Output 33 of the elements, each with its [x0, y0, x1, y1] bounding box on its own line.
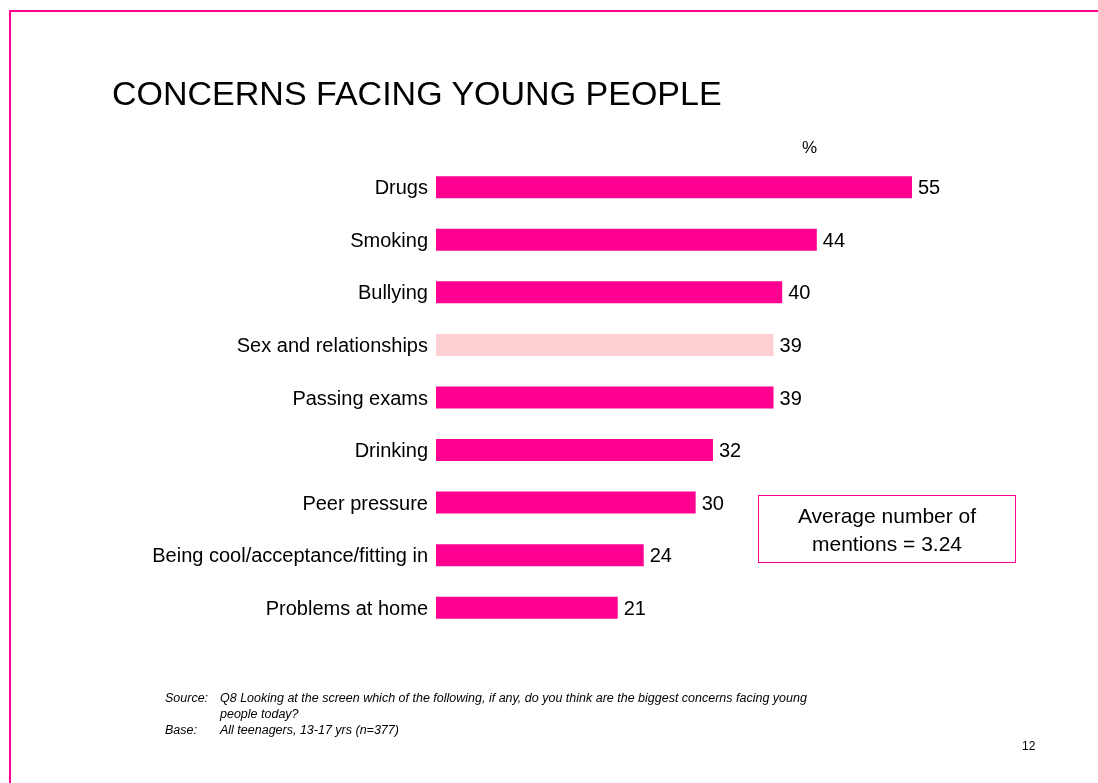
text: 12: [1022, 739, 1036, 753]
y-tick-label: Sex and relationships: [236, 334, 428, 357]
data-label: 32: [718, 439, 742, 462]
bar: [436, 544, 644, 567]
y-tick-label: Problems at home: [265, 596, 428, 619]
bar: [436, 281, 783, 304]
y-tick-label: Smoking: [350, 228, 428, 251]
bar: [436, 386, 774, 409]
data-label: 44: [822, 228, 846, 251]
data-label: 39: [779, 334, 802, 357]
bar: [436, 439, 713, 462]
bar: [436, 228, 817, 251]
data-label: 39: [779, 386, 802, 409]
source-note: Source: Q8 Looking at the screen which of the following, if any, do you think are the biggest concerns facing young people today?: [165, 690, 808, 722]
data-label: 40: [788, 281, 811, 304]
bar: [436, 491, 696, 514]
y-tick-label: Being cool/acceptance/fitting in: [152, 544, 428, 567]
text: Base: All teenagers, 13-17 yrs (n=377): [165, 723, 399, 737]
data-label: 24: [649, 544, 672, 567]
data-label: 30: [701, 491, 724, 514]
annotation: Average number of mentions = 3.24: [758, 495, 1016, 563]
y-tick-label: Drinking: [354, 439, 428, 462]
chart-title: CONCERNS FACING YOUNG PEOPLE: [112, 74, 722, 113]
x-axis-title: %: [802, 138, 818, 158]
y-tick-label: Passing exams: [292, 386, 428, 409]
data-label: 55: [918, 176, 941, 199]
bar: [436, 176, 912, 199]
data-label: 21: [623, 596, 646, 619]
bar: [436, 333, 774, 356]
y-tick-label: Peer pressure: [302, 491, 428, 514]
y-tick-label: Bullying: [357, 281, 428, 304]
bar: [436, 596, 618, 619]
y-tick-label: Drugs: [374, 176, 428, 199]
